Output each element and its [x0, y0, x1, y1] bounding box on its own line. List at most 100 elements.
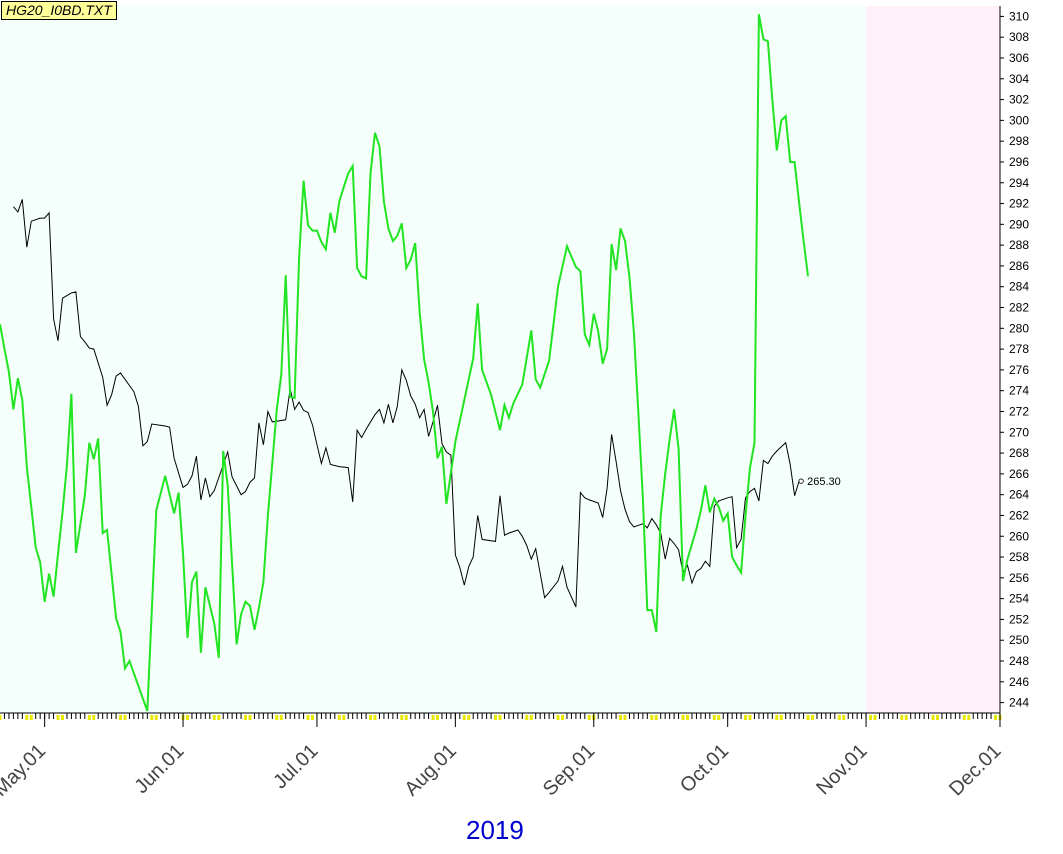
- y-tick-label: 262: [1009, 508, 1029, 522]
- data-point: [227, 451, 228, 452]
- data-point: [482, 369, 483, 370]
- data-point: [285, 275, 286, 276]
- data-point: [589, 344, 590, 345]
- data-point: [22, 399, 23, 400]
- x-tick-label: May.01: [0, 740, 50, 801]
- x-weekend-tick: [494, 715, 498, 720]
- data-point: [343, 186, 344, 187]
- data-point: [504, 405, 505, 406]
- x-weekend-tick: [525, 715, 529, 720]
- data-point: [49, 212, 50, 213]
- x-tick-label: Sep.01: [539, 740, 599, 800]
- data-point: [691, 582, 692, 583]
- x-weekend-tick: [681, 715, 685, 720]
- data-point: [57, 340, 58, 341]
- data-point: [383, 422, 384, 423]
- data-point: [249, 605, 250, 606]
- data-point: [611, 434, 612, 435]
- x-weekend-tick: [775, 715, 779, 720]
- data-point: [348, 467, 349, 468]
- data-point: [379, 409, 380, 410]
- data-point: [89, 442, 90, 443]
- data-point: [749, 467, 750, 468]
- x-weekend-tick: [619, 715, 623, 720]
- x-tick-label: Dec.01: [945, 740, 1005, 800]
- data-point: [330, 464, 331, 465]
- x-weekend-tick: [92, 715, 96, 720]
- data-point: [727, 497, 728, 498]
- y-tick-label: 248: [1009, 654, 1029, 668]
- data-point: [799, 202, 800, 203]
- data-point: [196, 571, 197, 572]
- x-tick-label: Jul.01: [269, 740, 322, 793]
- x-weekend-tick: [811, 715, 814, 720]
- data-point: [22, 199, 23, 200]
- data-point: [624, 509, 625, 510]
- data-point: [598, 331, 599, 332]
- data-point: [205, 587, 206, 588]
- data-point: [807, 276, 808, 277]
- data-point: [428, 436, 429, 437]
- data-point: [102, 533, 103, 534]
- data-point: [53, 318, 54, 319]
- data-point: [616, 461, 617, 462]
- data-point: [705, 561, 706, 562]
- data-point: [682, 580, 683, 581]
- data-point: [26, 247, 27, 248]
- y-tick-label: 278: [1009, 342, 1029, 356]
- data-point: [785, 442, 786, 443]
- data-point: [142, 445, 143, 446]
- data-point: [71, 393, 72, 394]
- data-point: [62, 298, 63, 299]
- data-point: [723, 520, 724, 521]
- shaded-region: [866, 6, 1000, 713]
- data-point: [214, 623, 215, 624]
- data-point: [348, 173, 349, 174]
- x-weekend-tick: [962, 715, 966, 720]
- data-point: [424, 409, 425, 410]
- data-point: [44, 218, 45, 219]
- data-point: [397, 406, 398, 407]
- data-point: [187, 484, 188, 485]
- data-point: [790, 464, 791, 465]
- data-point: [156, 510, 157, 511]
- data-point: [285, 419, 286, 420]
- data-point: [714, 498, 715, 499]
- data-point: [678, 448, 679, 449]
- data-point: [406, 380, 407, 381]
- data-point: [71, 292, 72, 293]
- data-point: [629, 521, 630, 522]
- y-tick-label: 280: [1009, 321, 1029, 335]
- y-tick-label: 304: [1009, 72, 1029, 86]
- x-weekend-tick: [748, 715, 752, 720]
- data-point: [352, 501, 353, 502]
- x-weekend-tick: [623, 715, 627, 720]
- x-weekend-tick: [462, 715, 466, 720]
- x-weekend-tick: [837, 715, 841, 720]
- data-point: [741, 539, 742, 540]
- data-point: [419, 417, 420, 418]
- x-weekend-tick: [587, 715, 591, 720]
- data-point: [303, 180, 304, 181]
- data-point: [374, 132, 375, 133]
- data-point: [401, 223, 402, 224]
- data-point: [477, 515, 478, 516]
- data-point: [665, 559, 666, 560]
- data-point: [57, 553, 58, 554]
- data-point: [763, 460, 764, 461]
- x-weekend-tick: [61, 715, 64, 720]
- y-tick-label: 286: [1009, 259, 1029, 273]
- data-point: [366, 429, 367, 430]
- data-point: [392, 240, 393, 241]
- data-point: [732, 496, 733, 497]
- data-point: [178, 492, 179, 493]
- x-weekend-tick: [56, 715, 60, 720]
- y-tick-label: 252: [1009, 612, 1029, 626]
- data-point: [446, 451, 447, 452]
- data-point: [299, 402, 300, 403]
- x-weekend-tick: [869, 715, 873, 720]
- y-tick-label: 308: [1009, 30, 1029, 44]
- x-weekend-tick: [275, 715, 279, 720]
- data-point: [361, 276, 362, 277]
